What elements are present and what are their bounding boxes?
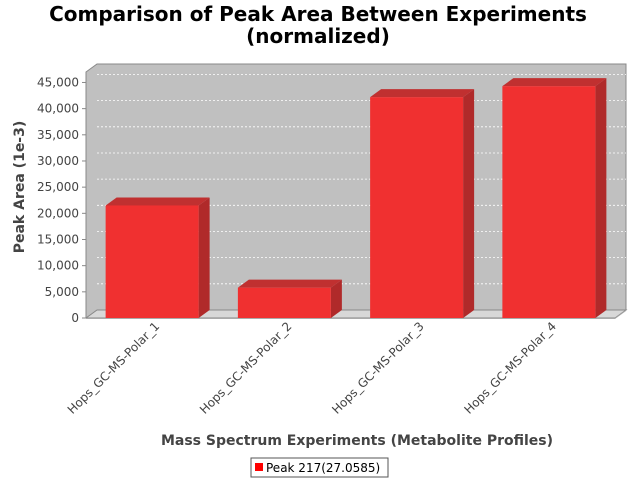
bar-front [502, 86, 596, 318]
bar [370, 89, 475, 318]
y-tick-label: 25,000 [37, 180, 79, 194]
y-axis: 0 5,000 10,000 15,000 20,000 25,000 30,000 35,0… [37, 72, 87, 325]
x-tick-label: Hops_GC-MS-Polar_4 [461, 319, 559, 417]
bar-side [198, 197, 210, 318]
bar-side [463, 89, 475, 318]
plot-floor-edge [86, 310, 626, 319]
y-tick-label: 15,000 [37, 232, 79, 246]
x-axis: Hops_GC-MS-Polar_1 Hops_GC-MS-Polar_2 Hops… [65, 319, 559, 417]
x-tick-label: Hops_GC-MS-Polar_1 [65, 319, 163, 417]
y-tick-label: 10,000 [37, 259, 79, 273]
y-tick-label: 30,000 [37, 154, 79, 168]
y-tick-label: 45,000 [37, 75, 79, 89]
bar-side [330, 279, 342, 318]
legend: Peak 217(27.0585) [250, 457, 389, 478]
legend-label: Peak 217(27.0585) [266, 461, 380, 475]
bar-top [370, 89, 475, 98]
bar [105, 197, 210, 318]
chart-title-line-1: Comparison of Peak Area Between Experime… [49, 2, 587, 26]
bar-front [370, 97, 464, 318]
bar-top [105, 197, 210, 206]
bar [502, 78, 607, 318]
bars [105, 78, 607, 318]
legend-box [250, 457, 389, 478]
bar [237, 279, 342, 318]
x-axis-title: Mass Spectrum Experiments (Metabolite Pr… [161, 433, 553, 449]
bar-front [237, 287, 331, 318]
y-tick-label: 35,000 [37, 128, 79, 142]
bar-top [237, 279, 342, 288]
bar-top [502, 78, 607, 87]
x-tick-label: Hops_GC-MS-Polar_2 [197, 319, 295, 417]
y-axis-title: Peak Area (1e-3) [12, 121, 28, 254]
y-tick-label: 40,000 [37, 102, 79, 116]
y-tick-label: 20,000 [37, 206, 79, 220]
y-tick-label: 0 [71, 311, 79, 325]
legend-swatch [255, 463, 263, 471]
chart-title-line-2: (normalized) [246, 24, 390, 48]
x-tick-label: Hops_GC-MS-Polar_3 [329, 319, 427, 417]
bar-side [595, 78, 607, 318]
bar-front [105, 205, 199, 318]
y-tick-label: 5,000 [45, 285, 79, 299]
